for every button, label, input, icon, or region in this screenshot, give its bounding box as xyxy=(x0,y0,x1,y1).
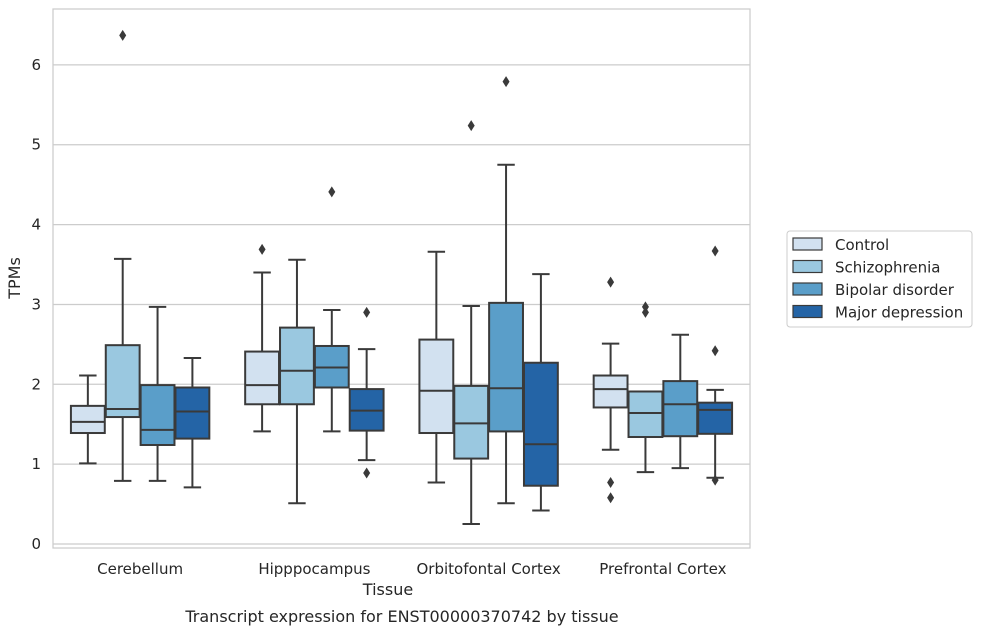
y-axis-ticks: 0 1 2 3 4 5 6 xyxy=(31,56,41,553)
box-iqr xyxy=(244,350,281,406)
boxes xyxy=(69,29,734,526)
box-iqr xyxy=(697,401,734,435)
box-1-3 xyxy=(627,301,664,474)
outlier-point xyxy=(711,345,719,357)
outlier-point xyxy=(328,186,336,198)
chart-caption: Transcript expression for ENST0000037074… xyxy=(184,607,618,626)
outlier-point xyxy=(711,474,719,486)
box-iqr xyxy=(488,301,524,433)
y-tick-label: 2 xyxy=(31,375,41,393)
box-iqr xyxy=(418,338,455,435)
y-tick-label: 1 xyxy=(31,455,41,473)
outlier-point xyxy=(607,477,615,489)
y-tick-label: 4 xyxy=(31,216,41,234)
y-tick-label: 5 xyxy=(31,136,41,154)
y-tick-label: 6 xyxy=(31,56,41,74)
box-2-3 xyxy=(662,333,699,470)
box-iqr xyxy=(522,361,559,487)
legend-label: Bipolar disorder xyxy=(835,281,955,299)
box-1-1 xyxy=(279,258,315,505)
box-0-2 xyxy=(418,250,455,484)
box-1-0 xyxy=(104,29,141,482)
legend-label: Control xyxy=(835,236,889,254)
box-iqr xyxy=(139,384,176,446)
x-tick-label: Cerebellum xyxy=(97,560,183,578)
y-tick-label: 0 xyxy=(31,535,41,553)
legend-swatch xyxy=(792,304,823,319)
outlier-point xyxy=(467,120,475,132)
outlier-point xyxy=(607,276,615,288)
box-3-3 xyxy=(697,245,734,486)
box-iqr xyxy=(174,386,211,440)
box-iqr xyxy=(662,380,699,438)
box-0-3 xyxy=(592,276,629,504)
outlier-point xyxy=(711,245,719,257)
box-3-0 xyxy=(174,356,211,489)
box-iqr xyxy=(69,404,106,435)
box-3-2 xyxy=(522,273,559,512)
x-tick-label: Hipppocampus xyxy=(258,560,370,578)
box-iqr xyxy=(104,344,141,419)
legend-swatch xyxy=(792,259,823,274)
box-2-0 xyxy=(139,305,176,482)
plot-frame xyxy=(52,8,751,549)
outlier-point xyxy=(641,306,649,318)
legend-swatch xyxy=(792,237,823,251)
y-tick-label: 3 xyxy=(31,295,41,313)
box-3-1 xyxy=(348,306,385,479)
x-tick-label: Orbitofontal Cortex xyxy=(417,560,561,578)
box-1-2 xyxy=(453,120,490,526)
legend-frame xyxy=(786,230,973,328)
outlier-point xyxy=(641,301,649,313)
legend-swatch xyxy=(792,282,823,296)
outlier-point xyxy=(607,492,615,504)
legend-label: Schizophrenia xyxy=(835,259,940,277)
outlier-point xyxy=(363,467,371,479)
y-axis-label: TPMs xyxy=(5,257,24,300)
x-axis-label: Tissue xyxy=(362,580,413,599)
box-2-1 xyxy=(313,186,350,433)
legend: Control Schizophrenia Bipolar disorder Majo… xyxy=(786,230,973,328)
outlier-point xyxy=(258,243,266,255)
box-iqr xyxy=(592,374,629,409)
box-iqr xyxy=(279,326,315,406)
legend-label: Major depression xyxy=(835,304,963,322)
box-0-1 xyxy=(244,243,281,433)
box-iqr xyxy=(627,390,664,439)
x-axis-ticks: Cerebellum Hipppocampus Orbitofontal Corte… xyxy=(97,560,726,578)
box-0-0 xyxy=(69,374,106,465)
box-iqr xyxy=(453,384,490,460)
x-tick-label: Prefrontal Cortex xyxy=(599,560,726,578)
outlier-point xyxy=(502,76,510,88)
outlier-point xyxy=(119,29,127,41)
outlier-point xyxy=(363,306,371,318)
